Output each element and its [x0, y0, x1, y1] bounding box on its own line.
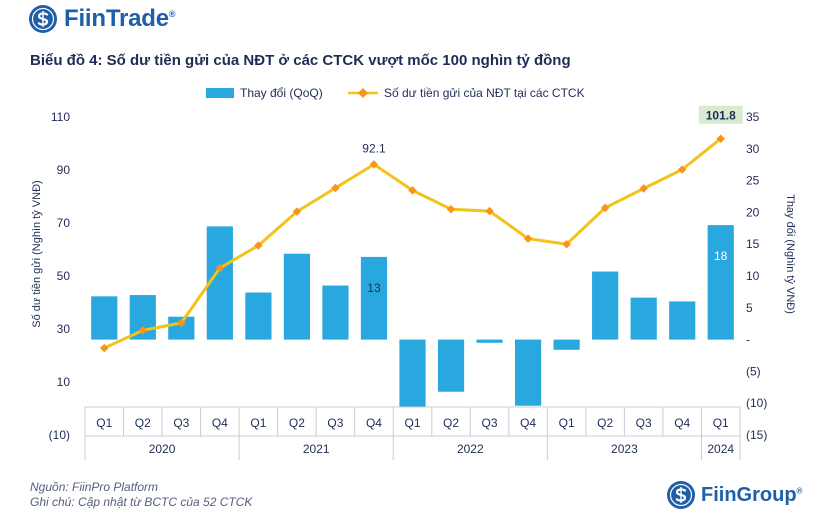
chart-legend: Thay đổi (QoQ) Số dư tiền gửi của NĐT tạ…: [0, 86, 813, 106]
line-point-marker: [369, 160, 379, 169]
bar-qoq-change: [553, 339, 580, 350]
footer-note: Ghi chú: Cập nhật từ BCTC của 52 CTCK: [30, 495, 253, 509]
left-axis-tick-label: 110: [51, 110, 70, 124]
footer-notes: Nguồn: FiinPro Platform Ghi chú: Cập nhậ…: [30, 480, 252, 510]
bar-qoq-change: [707, 225, 734, 340]
right-axis-tick-label: -: [746, 333, 750, 347]
x-axis-year-label: 2022: [457, 442, 484, 456]
bar-qoq-change: [360, 256, 388, 340]
x-axis-quarter-label: Q1: [96, 416, 112, 430]
legend-item-line: Số dư tiền gửi của NĐT tại các CTCK: [348, 86, 585, 100]
left-axis-tick-label: 10: [57, 375, 71, 389]
line-point-marker: [177, 318, 186, 328]
bar-qoq-change: [283, 253, 311, 340]
right-axis-tick-label: 20: [746, 205, 760, 219]
fiingroup-logo: FiinGroup®: [666, 480, 802, 510]
x-axis-quarter-label: Q2: [597, 416, 613, 430]
brand-name: FiinTrade®: [64, 5, 176, 32]
chart-canvas: 110 90 70 50 30 10 (10) 35 30 25 20 15 10 5 - (5) (10) (1…: [31, 105, 796, 460]
right-axis-tick-label: 10: [746, 269, 760, 283]
line-data-label: 101.8: [706, 109, 736, 123]
fiin-dollar-logo-icon: [667, 481, 695, 509]
legend-bar-swatch: [206, 88, 234, 98]
right-axis-tick-label: 5: [746, 301, 753, 315]
footer-source: Nguồn: FiinPro Platform: [30, 480, 159, 494]
x-axis-quarter-label: Q2: [135, 416, 151, 430]
right-axis-label: Thay đổi (Nghìn tỷ VNĐ): [784, 194, 796, 314]
bar-qoq-change: [322, 285, 349, 340]
left-axis-tick-label: 70: [57, 216, 71, 230]
right-axis-tick-label: (5): [746, 364, 761, 378]
fiintrade-logo: FiinTrade®: [28, 4, 176, 34]
line-data-label: 92.1: [362, 141, 386, 155]
x-axis-quarter-label: Q4: [674, 416, 690, 430]
left-axis-tick-label: (10): [49, 428, 70, 442]
x-axis-quarter-label: Q3: [482, 416, 498, 430]
x-axis-quarter-label: Q1: [559, 416, 575, 430]
right-axis-tick-label: 25: [746, 174, 760, 188]
line-deposit-balance: [103, 137, 722, 350]
fiin-dollar-logo-icon: [29, 5, 57, 33]
right-axis-tick-label: (10): [746, 396, 767, 410]
bar-qoq-change: [168, 316, 195, 340]
left-axis-label: Số dư tiền gửi (Nghìn tỷ VNĐ): [31, 180, 43, 327]
footer-brand-name: FiinGroup®: [701, 483, 803, 506]
x-axis-quarter-label: Q2: [289, 416, 305, 430]
data-label-background: [698, 105, 743, 124]
legend-item-bar: Thay đổi (QoQ): [206, 86, 323, 100]
line-point-marker: [292, 207, 302, 216]
bar-qoq-change: [669, 301, 696, 340]
x-axis-quarter-label: Q3: [636, 416, 652, 430]
bar-data-label: 18: [714, 249, 728, 263]
bar-qoq-change: [245, 292, 272, 340]
x-axis-quarter-label: Q3: [327, 416, 343, 430]
x-axis-year-label: 2020: [149, 442, 176, 456]
bar-qoq-change: [399, 339, 426, 408]
bar-qoq-change: [476, 339, 503, 343]
left-axis-tick-label: 90: [57, 163, 71, 177]
bar-data-label: 13: [367, 281, 381, 295]
legend-line-swatch: [348, 88, 378, 98]
x-axis-year-label: 2021: [303, 442, 330, 456]
x-axis-quarter-label: Q2: [443, 416, 459, 430]
line-point-marker: [254, 241, 263, 250]
left-axis-tick-label: 30: [57, 322, 71, 336]
line-point-marker: [331, 183, 340, 193]
line-point-marker: [215, 263, 225, 273]
bar-qoq-change: [514, 339, 542, 406]
x-axis-quarter-label: Q1: [713, 416, 729, 430]
right-axis-tick-label: 35: [746, 110, 760, 124]
legend-bar-label: Thay đổi (QoQ): [240, 86, 323, 100]
right-axis-tick-label: 30: [746, 142, 760, 156]
line-point-marker: [485, 206, 494, 216]
left-axis-tick-label: 50: [57, 269, 71, 283]
line-point-marker: [408, 186, 417, 195]
legend-line-label: Số dư tiền gửi của NĐT tại các CTCK: [384, 86, 585, 100]
x-axis-year-label: 2023: [611, 442, 638, 456]
x-axis-quarter-label: Q4: [520, 416, 536, 430]
bar-qoq-change: [437, 339, 465, 392]
line-point-marker: [446, 204, 456, 214]
x-axis-quarter-label: Q3: [173, 416, 189, 430]
right-axis-tick-label: (15): [746, 428, 767, 442]
line-point-marker: [100, 343, 109, 353]
x-axis-quarter-label: Q4: [366, 416, 382, 430]
x-axis-quarter-label: Q1: [250, 416, 266, 430]
x-axis-quarter-label: Q4: [212, 416, 228, 430]
line-point-marker: [138, 326, 148, 335]
bar-qoq-change: [630, 297, 657, 340]
bar-qoq-change: [91, 296, 118, 340]
x-axis-year-label: 2024: [707, 442, 734, 456]
bar-qoq-change: [592, 271, 619, 340]
chart-title: Biểu đồ 4: Số dư tiền gửi của NĐT ở các …: [30, 52, 571, 69]
right-axis-tick-label: 15: [746, 237, 760, 251]
x-axis-quarter-label: Q1: [404, 416, 420, 430]
